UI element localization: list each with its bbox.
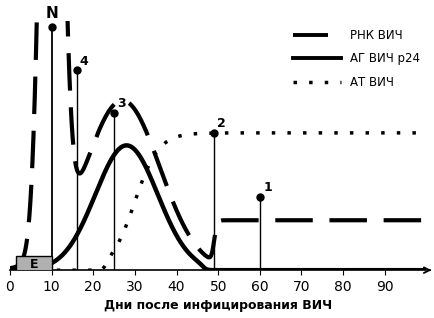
Text: N: N bbox=[45, 5, 58, 21]
Text: 2: 2 bbox=[217, 117, 226, 130]
Legend: РНК ВИЧ, АГ ВИЧ р24, АТ ВИЧ: РНК ВИЧ, АГ ВИЧ р24, АТ ВИЧ bbox=[289, 24, 425, 94]
Text: 1: 1 bbox=[263, 181, 272, 194]
Text: E: E bbox=[30, 258, 38, 271]
Text: 4: 4 bbox=[80, 55, 89, 68]
X-axis label: Дни после инфицирования ВИЧ: Дни после инфицирования ВИЧ bbox=[104, 300, 332, 313]
Bar bbox=[16, 256, 52, 273]
Text: 3: 3 bbox=[117, 97, 126, 110]
